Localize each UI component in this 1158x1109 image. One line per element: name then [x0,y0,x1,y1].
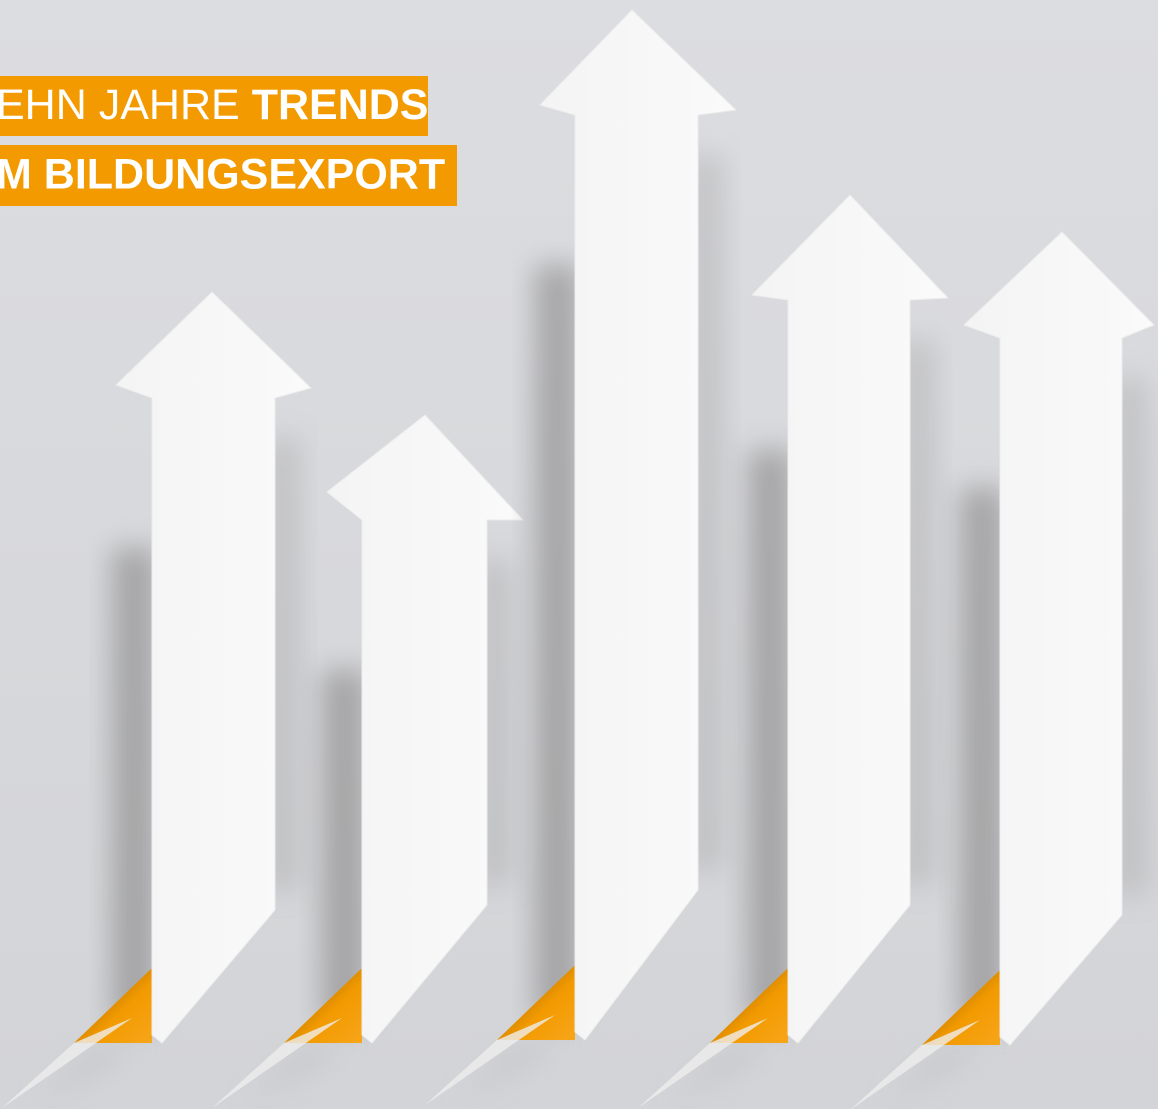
page: EHN JAHRETRENDS M BILDUNGSEXPORT (() => … [0,0,1158,1109]
arrow-shadow [535,265,580,1020]
illustration: EHN JAHRETRENDS M BILDUNGSEXPORT [0,0,1158,1109]
arrow-shadow [112,548,157,1023]
arrow-shadow [748,450,793,1023]
title-regular: EHN JAHRE [0,81,240,129]
title-line: M BILDUNGSEXPORT [0,150,445,198]
title-bold: TRENDS [252,81,429,129]
arrow-shadow [960,488,1005,1025]
